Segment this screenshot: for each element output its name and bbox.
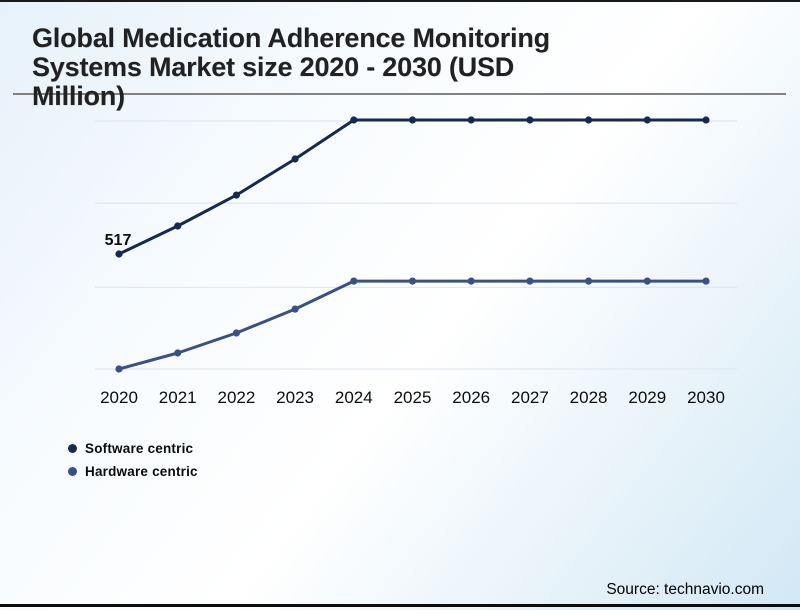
data-point bbox=[526, 277, 534, 285]
series-line bbox=[118, 118, 706, 256]
data-point bbox=[291, 155, 299, 163]
source-attribution: Source: technavio.com bbox=[606, 581, 764, 598]
data-point bbox=[585, 277, 593, 285]
legend-item-software: Software centric bbox=[68, 437, 198, 460]
legend-label: Software centric bbox=[85, 441, 194, 456]
legend-item-hardware: Hardware centric bbox=[68, 460, 198, 483]
x-axis-label: 2021 bbox=[159, 388, 197, 407]
chart-canvas: 2020 2021 2022 2023 2024 2025 2026 2027 2028 2029… bbox=[95, 116, 737, 407]
bottom-border-line bbox=[0, 604, 800, 607]
data-point bbox=[643, 116, 651, 124]
x-axis-label: 2022 bbox=[217, 388, 255, 407]
data-point bbox=[115, 365, 123, 373]
x-axis-label: 2027 bbox=[511, 388, 549, 407]
x-axis-label: 2028 bbox=[570, 388, 608, 407]
data-point bbox=[232, 191, 240, 199]
top-border-line bbox=[0, 0, 800, 2]
chart-title: Global Medication Adherence Monitoring S… bbox=[32, 24, 732, 111]
data-label: 517 bbox=[105, 232, 132, 249]
chart-legend: Software centric Hardware centric bbox=[68, 437, 198, 483]
data-point bbox=[115, 250, 123, 258]
data-point bbox=[585, 116, 593, 124]
data-point bbox=[232, 329, 240, 337]
legend-dot-software bbox=[68, 444, 77, 453]
x-axis-label: 2030 bbox=[687, 388, 725, 407]
data-point bbox=[702, 116, 710, 124]
legend-label: Hardware centric bbox=[85, 464, 198, 479]
chart-title-line: Systems Market size 2020 - 2030 (USD bbox=[32, 52, 515, 82]
x-axis-label: 2026 bbox=[452, 388, 490, 407]
series-line bbox=[118, 279, 706, 371]
data-point bbox=[467, 277, 475, 285]
x-axis-label: 2020 bbox=[100, 388, 138, 407]
data-point bbox=[350, 116, 358, 124]
data-point bbox=[408, 116, 417, 124]
chart-title-line: Million) bbox=[32, 81, 125, 111]
data-point bbox=[408, 277, 417, 285]
data-point bbox=[350, 277, 358, 285]
chart-title-line: Global Medication Adherence Monitoring bbox=[32, 23, 550, 53]
legend-dot-hardware bbox=[68, 467, 77, 476]
title-divider-line bbox=[13, 93, 786, 95]
x-axis-label: 2023 bbox=[276, 388, 314, 407]
x-axis-label: 2025 bbox=[394, 388, 432, 407]
data-point bbox=[174, 349, 182, 357]
x-axis-label: 2029 bbox=[628, 388, 666, 407]
data-point bbox=[291, 305, 299, 313]
data-point bbox=[467, 116, 475, 124]
data-point bbox=[526, 116, 534, 124]
data-point bbox=[643, 277, 651, 285]
data-point bbox=[174, 222, 182, 230]
data-point bbox=[702, 277, 710, 285]
x-axis-label: 2024 bbox=[335, 388, 373, 407]
